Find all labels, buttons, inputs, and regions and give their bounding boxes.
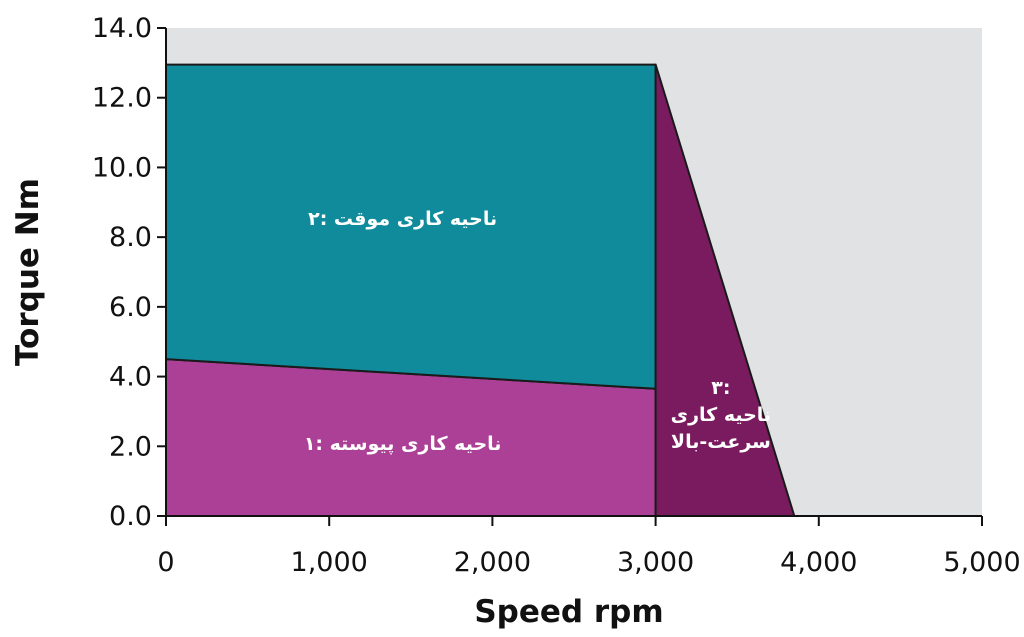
region-label-continuous: ۱: ناحیه کاری پیوسته	[304, 433, 502, 455]
region-label-high-speed: ۳:	[711, 377, 730, 399]
regions-layer: ۱: ناحیه کاری پیوسته ۲: ناحیه کاری موقت ۳:…	[165, 63, 796, 517]
axes-layer: 0.0 2.0 4.0 6.0 8.0 10.0 12.0 14.0 0 1,000 2,000 3,…	[92, 13, 1021, 578]
x-tick-label: 2,000	[454, 547, 531, 578]
y-tick-label: 10.0	[92, 152, 152, 183]
y-tick-label: 2.0	[109, 431, 152, 462]
y-tick-label: 4.0	[109, 362, 152, 393]
x-axis-title: Speed rpm	[474, 594, 663, 630]
y-tick-label: 8.0	[109, 222, 152, 253]
y-tick-label: 14.0	[92, 13, 152, 44]
region-label-high-speed: ناحیه کاری	[671, 404, 771, 426]
x-tick-label: 3,000	[617, 547, 694, 578]
x-tick-label: 5,000	[943, 547, 1020, 578]
y-tick-label: 0.0	[109, 501, 152, 532]
region-label-high-speed: سرعت-بالا	[671, 431, 771, 453]
x-tick-label: 4,000	[780, 547, 857, 578]
region-label-intermittent: ۲: ناحیه کاری موقت	[308, 208, 497, 230]
x-tick-label: 0	[157, 547, 174, 578]
y-axis-title: Torque Nm	[10, 178, 46, 366]
y-tick-label: 12.0	[92, 83, 152, 114]
x-tick-label: 1,000	[291, 547, 368, 578]
y-tick-label: 6.0	[109, 292, 152, 323]
